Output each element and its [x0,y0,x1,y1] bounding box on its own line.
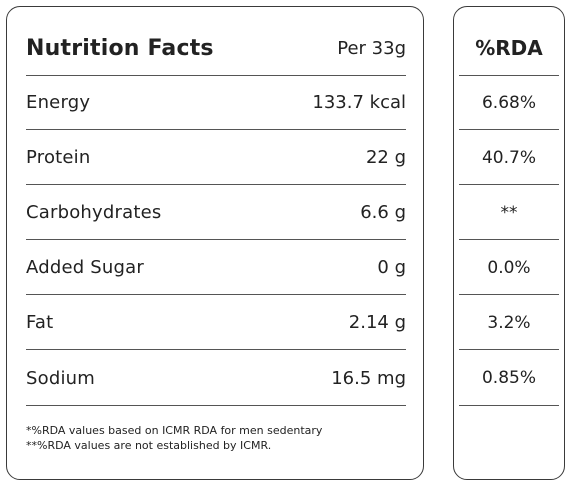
footnote-rda-not-established: **%RDA values are not established by ICM… [26,439,272,452]
rda-value-protein: 40.7% [459,131,559,185]
nutrition-facts-panel: Nutrition Facts Per 33g Energy 133.7 kca… [6,6,424,480]
rda-value-fat: 3.2% [459,296,559,350]
rda-header: %RDA [459,21,559,76]
nutrient-label: Protein [26,147,91,168]
nutrient-row-added-sugar: Added Sugar 0 g [26,241,406,295]
nutrient-row-energy: Energy 133.7 kcal [26,76,406,130]
rda-value-added-sugar: 0.0% [459,241,559,295]
nutrient-label: Added Sugar [26,257,144,278]
rda-panel: %RDA 6.68% 40.7% ** 0.0% 3.2% 0.85% [453,6,565,480]
rda-value-carbohydrates: ** [459,186,559,240]
footnotes: *%RDA values based on ICMR RDA for men s… [26,423,406,453]
nutrition-title: Nutrition Facts [26,35,214,61]
nutrient-value: 133.7 kcal [312,92,406,113]
nutrient-row-fat: Fat 2.14 g [26,296,406,350]
nutrient-value: 6.6 g [360,202,406,223]
nutrient-value: 16.5 mg [331,367,406,389]
footnote-rda-basis: *%RDA values based on ICMR RDA for men s… [26,424,323,437]
nutrient-label: Energy [26,92,91,113]
nutrient-value: 0 g [377,257,406,278]
nutrient-row-sodium: Sodium 16.5 mg [26,351,406,406]
serving-size: Per 33g [337,37,406,59]
nutrient-row-protein: Protein 22 g [26,131,406,185]
nutrient-value: 2.14 g [348,312,406,333]
nutrient-label: Carbohydrates [26,202,162,223]
nutrition-header-row: Nutrition Facts Per 33g [26,21,406,76]
nutrient-value: 22 g [365,147,406,168]
nutrient-label: Sodium [26,367,96,389]
rda-value-energy: 6.68% [459,76,559,130]
nutrient-row-carbohydrates: Carbohydrates 6.6 g [26,186,406,240]
nutrient-label: Fat [26,312,54,333]
rda-value-sodium: 0.85% [459,351,559,406]
